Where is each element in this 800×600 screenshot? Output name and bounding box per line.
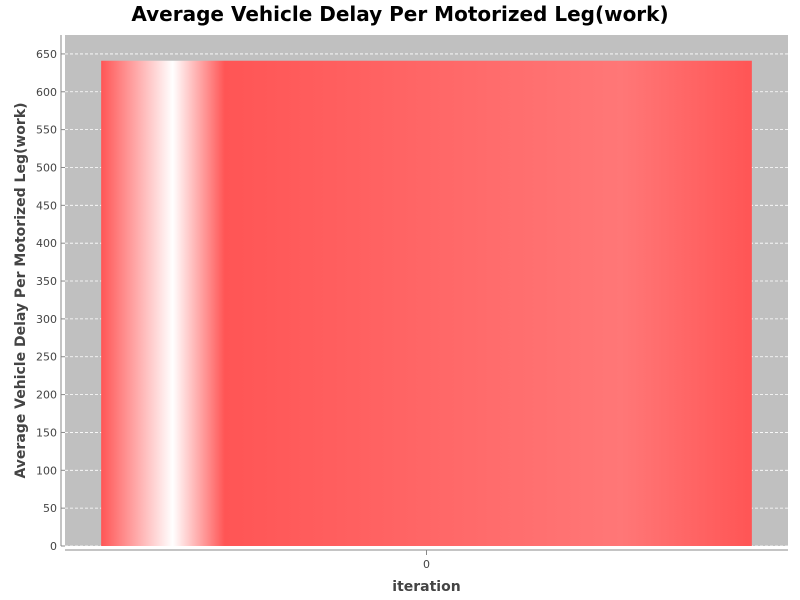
y-tick-label: 600 — [36, 86, 57, 99]
x-tick-label: 0 — [423, 558, 430, 571]
y-tick-label: 150 — [36, 426, 57, 439]
x-axis-label: iteration — [392, 579, 460, 595]
bar-0 — [101, 60, 752, 546]
y-tick-label: 400 — [36, 237, 57, 250]
y-tick-label: 350 — [36, 275, 57, 288]
y-axis-ticks: 0 50 100 150 200 250 300 350 400 450 500 550 600 650 — [36, 48, 65, 553]
y-tick-label: 100 — [36, 464, 57, 477]
y-axis-label: Average Vehicle Delay Per Motorized Leg(… — [13, 102, 29, 478]
y-tick-label: 200 — [36, 389, 57, 402]
y-tick-label: 500 — [36, 161, 57, 174]
chart-title: Average Vehicle Delay Per Motorized Leg(… — [131, 2, 669, 26]
y-tick-label: 450 — [36, 199, 57, 212]
x-axis-ticks: 0 — [423, 550, 430, 571]
y-tick-label: 550 — [36, 124, 57, 137]
y-tick-label: 250 — [36, 351, 57, 364]
y-tick-label: 650 — [36, 48, 57, 61]
y-tick-label: 300 — [36, 313, 57, 326]
y-tick-label: 50 — [43, 502, 57, 515]
bar-series — [101, 60, 752, 546]
y-tick-label: 0 — [50, 540, 57, 553]
